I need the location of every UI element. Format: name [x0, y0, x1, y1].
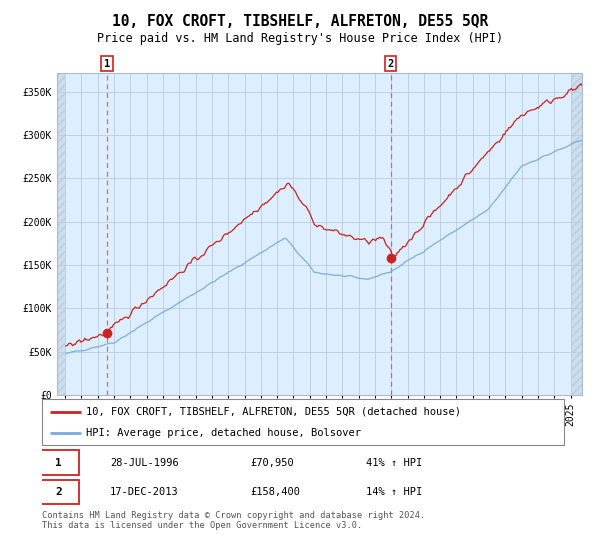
Text: 2: 2 [388, 59, 394, 69]
Bar [571, 73, 582, 395]
Text: 10, FOX CROFT, TIBSHELF, ALFRETON, DE55 5QR: 10, FOX CROFT, TIBSHELF, ALFRETON, DE55 … [112, 14, 488, 29]
Text: Contains HM Land Registry data © Crown copyright and database right 2024.
This d: Contains HM Land Registry data © Crown c… [42, 511, 425, 530]
Text: 1: 1 [55, 458, 62, 468]
Text: 14% ↑ HPI: 14% ↑ HPI [365, 487, 422, 497]
Text: 2: 2 [55, 487, 62, 497]
Bar [57, 73, 65, 395]
Text: 28-JUL-1996: 28-JUL-1996 [110, 458, 179, 468]
Text: £158,400: £158,400 [251, 487, 301, 497]
FancyBboxPatch shape [40, 450, 79, 475]
Text: 1: 1 [104, 59, 110, 69]
FancyBboxPatch shape [40, 480, 79, 505]
FancyBboxPatch shape [42, 399, 564, 445]
Text: 10, FOX CROFT, TIBSHELF, ALFRETON, DE55 5QR (detached house): 10, FOX CROFT, TIBSHELF, ALFRETON, DE55 … [86, 407, 461, 417]
Text: £70,950: £70,950 [251, 458, 295, 468]
Text: Price paid vs. HM Land Registry's House Price Index (HPI): Price paid vs. HM Land Registry's House … [97, 32, 503, 45]
Text: 41% ↑ HPI: 41% ↑ HPI [365, 458, 422, 468]
Text: HPI: Average price, detached house, Bolsover: HPI: Average price, detached house, Bols… [86, 428, 361, 438]
Text: 17-DEC-2013: 17-DEC-2013 [110, 487, 179, 497]
